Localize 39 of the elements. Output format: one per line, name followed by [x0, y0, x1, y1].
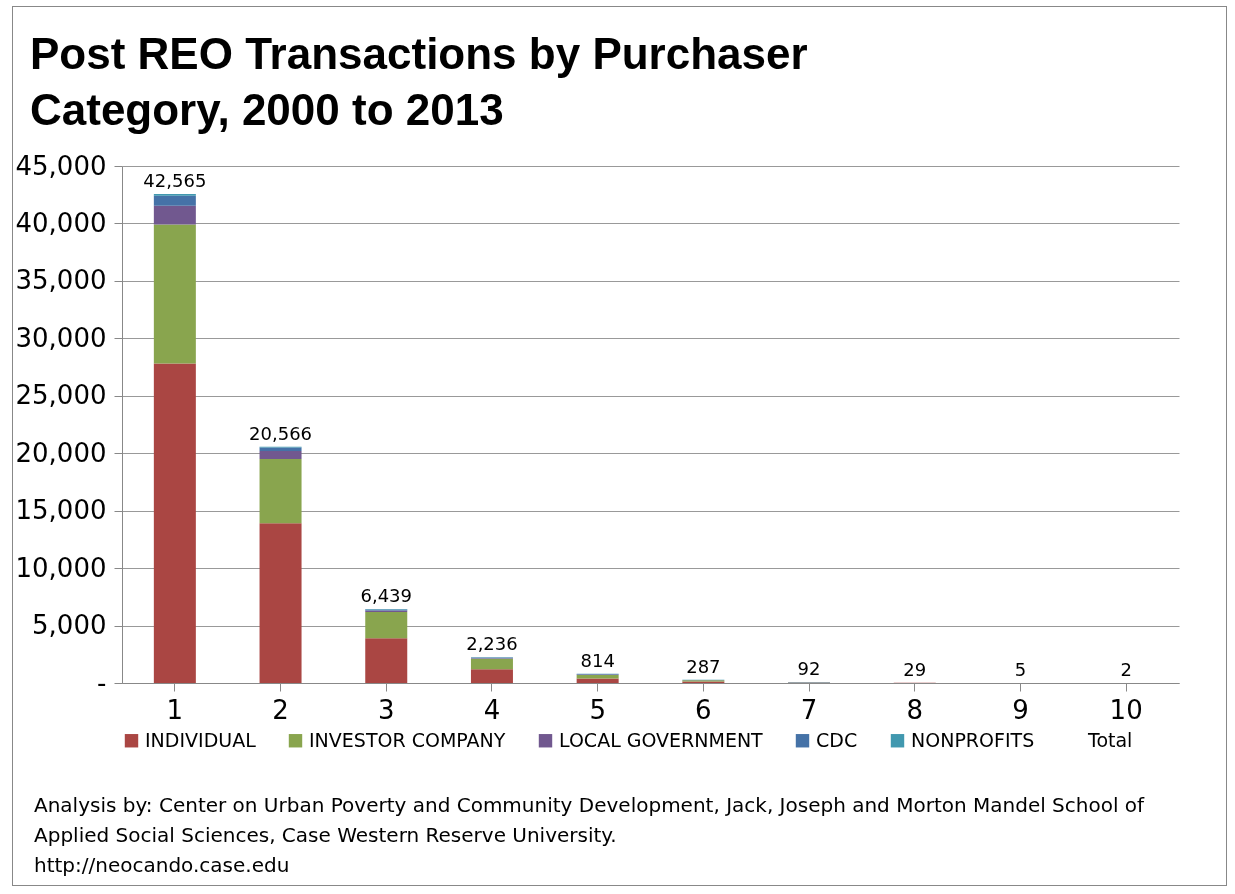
- legend-label: INDIVIDUAL: [145, 728, 257, 751]
- x-tick-label: 9: [1012, 694, 1029, 725]
- text: Analysis by: Center on Urban Poverty and Community Development, Jack, Joseph and Morton Mandel School of Applied Social Sciences, Case Western Reserve University.: [34, 792, 1146, 849]
- y-tick-label: 5,000: [32, 610, 107, 641]
- chart-title: Post REO Transactions by Purchaser Category, 2000 to 2013: [30, 28, 809, 136]
- x-tick-label: 8: [906, 694, 924, 725]
- total-label: 5: [1014, 658, 1027, 680]
- y-tick-label: 10,000: [15, 552, 107, 583]
- x-tick-label: 6: [695, 694, 712, 725]
- total-label: 2,236: [466, 633, 518, 655]
- x-tick-label: 10: [1109, 694, 1143, 725]
- total-label: 2: [1120, 658, 1132, 680]
- total-label: 92: [797, 657, 821, 679]
- y-tick-label: 45,000: [15, 150, 107, 181]
- y-tick-label: 15,000: [15, 495, 107, 526]
- total-label: 814: [580, 649, 615, 671]
- x-tick-label: 1: [166, 694, 184, 725]
- x-tick-label: 4: [483, 694, 501, 725]
- legend-label: INVESTOR COMPANY: [309, 728, 506, 751]
- x-tick-label: 2: [272, 694, 289, 725]
- y-tick-label: 35,000: [15, 265, 107, 296]
- total-label: 42,565: [143, 169, 207, 191]
- legend-label: NONPROFITS: [911, 728, 1035, 751]
- y-tick-label: 20,000: [15, 437, 107, 468]
- y-tick-label: 30,000: [15, 322, 107, 353]
- y-tick-label: 40,000: [15, 207, 107, 238]
- y-tick-label: -: [97, 667, 107, 698]
- y-tick-label: 25,000: [15, 380, 107, 411]
- total-label: 29: [903, 658, 927, 680]
- legend-label: CDC: [816, 728, 858, 751]
- total-label: 20,566: [249, 422, 313, 444]
- x-tick-label: 5: [589, 694, 606, 725]
- x-tick-label: 3: [377, 694, 395, 725]
- total-label: 287: [686, 655, 721, 677]
- text: http://neocando.case.edu: [34, 852, 291, 879]
- x-tick-label: 7: [800, 694, 818, 725]
- text: Total: [1087, 728, 1133, 751]
- total-label: 6,439: [360, 585, 413, 607]
- legend-label: LOCAL GOVERNMENT: [559, 728, 764, 751]
